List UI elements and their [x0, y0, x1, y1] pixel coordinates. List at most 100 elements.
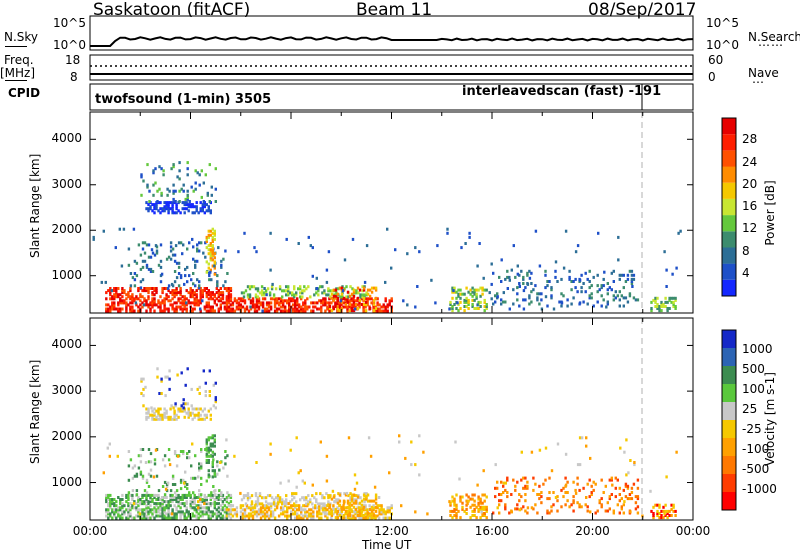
colorbar-tick-label: 16	[742, 199, 758, 213]
heatmap-cell	[626, 300, 630, 304]
heatmap-cell	[137, 514, 140, 518]
heatmap-cell	[284, 299, 287, 303]
heatmap-cell	[183, 409, 186, 413]
heatmap-cell	[522, 486, 525, 490]
heatmap-cell	[203, 289, 206, 293]
heatmap-cell	[137, 289, 140, 293]
heatmap-cell	[165, 516, 168, 520]
heatmap-cell	[223, 510, 227, 514]
heatmap-cell	[341, 289, 345, 293]
heatmap-cell	[104, 280, 107, 284]
heatmap-cell	[372, 309, 376, 313]
heatmap-cell	[271, 512, 275, 516]
heatmap-cell	[135, 502, 138, 506]
heatmap-cell	[251, 297, 255, 301]
heatmap-cell	[650, 509, 653, 513]
heatmap-cell	[155, 291, 158, 295]
heatmap-cell	[135, 474, 139, 478]
heatmap-cell	[265, 510, 269, 514]
heatmap-cell	[574, 277, 577, 281]
heatmap-cell	[660, 300, 663, 304]
heatmap-cell	[570, 280, 573, 283]
heatmap-cell	[127, 491, 131, 495]
heatmap-cell	[288, 301, 291, 305]
heatmap-cell	[556, 495, 559, 499]
heatmap-cell	[246, 494, 250, 498]
heatmap-cell	[473, 292, 476, 296]
colorbar-segment	[722, 402, 736, 420]
heatmap-cell	[131, 493, 134, 497]
heatmap-cell	[158, 392, 161, 395]
heatmap-cell	[624, 280, 628, 283]
heatmap-cell	[199, 407, 202, 411]
heatmap-cell	[652, 514, 655, 517]
heatmap-cell	[163, 287, 166, 290]
heatmap-cell	[161, 301, 164, 305]
heatmap-cell	[181, 299, 184, 303]
heatmap-cell	[173, 301, 176, 305]
heatmap-cell	[145, 516, 148, 520]
heatmap-cell	[576, 476, 579, 480]
heatmap-cell	[612, 511, 615, 515]
heatmap-cell	[177, 407, 180, 411]
heatmap-cell	[161, 500, 164, 504]
heatmap-cell	[243, 231, 246, 235]
heatmap-cell	[149, 493, 152, 497]
heatmap-cell	[219, 291, 222, 295]
heatmap-cell	[288, 506, 291, 510]
heatmap-cell	[195, 496, 198, 499]
heatmap-cell	[132, 502, 136, 506]
heatmap-cell	[281, 295, 284, 299]
heatmap-cell	[352, 305, 355, 309]
heatmap-cell	[165, 205, 168, 209]
heatmap-cell	[127, 516, 130, 520]
heatmap-cell	[157, 301, 160, 305]
heatmap-cell	[195, 297, 198, 301]
heatmap-cell	[147, 415, 150, 419]
heatmap-cell	[384, 510, 387, 514]
heatmap-cell	[219, 303, 222, 307]
heatmap-cell	[660, 516, 663, 520]
heatmap-cell	[197, 411, 200, 415]
heatmap-cell	[165, 207, 168, 211]
heatmap-cell	[430, 278, 433, 282]
heatmap-cell	[173, 309, 176, 313]
heatmap-cell	[622, 286, 625, 290]
heatmap-cell	[204, 173, 207, 177]
heatmap-cell	[602, 277, 605, 281]
heatmap-cell	[107, 498, 110, 501]
heatmap-cell	[516, 272, 519, 276]
heatmap-cell	[414, 305, 417, 309]
heatmap-cell	[560, 277, 563, 281]
heatmap-cell	[300, 508, 303, 512]
heatmap-cell	[119, 498, 122, 501]
heatmap-cell	[490, 297, 493, 301]
heatmap-cell	[382, 508, 385, 512]
heatmap-cell	[105, 291, 108, 295]
heatmap-cell	[186, 367, 189, 371]
heatmap-cell	[211, 244, 214, 248]
heatmap-cell	[576, 463, 580, 467]
heatmap-cell	[211, 510, 214, 514]
heatmap-cell	[205, 309, 208, 313]
heatmap-cell	[322, 297, 325, 301]
heatmap-cell	[149, 498, 152, 501]
nave-dots: ⋯	[752, 75, 764, 89]
heatmap-cell	[185, 516, 188, 520]
heatmap-cell	[171, 297, 174, 301]
heatmap-cell	[205, 508, 208, 512]
heatmap-cell	[302, 303, 305, 307]
heatmap-cell	[169, 299, 172, 303]
heatmap-cell	[201, 293, 204, 297]
heatmap-cell	[159, 504, 162, 508]
heatmap-cell	[320, 512, 323, 516]
heatmap-cell	[109, 297, 112, 301]
heatmap-cell	[131, 297, 134, 301]
heatmap-cell	[255, 299, 259, 303]
heatmap-cell	[163, 411, 166, 415]
heatmap-cell	[268, 502, 272, 506]
heatmap-cell	[147, 500, 150, 504]
heatmap-cell	[127, 295, 130, 299]
heatmap-cell	[634, 495, 638, 499]
heatmap-cell	[477, 497, 480, 501]
